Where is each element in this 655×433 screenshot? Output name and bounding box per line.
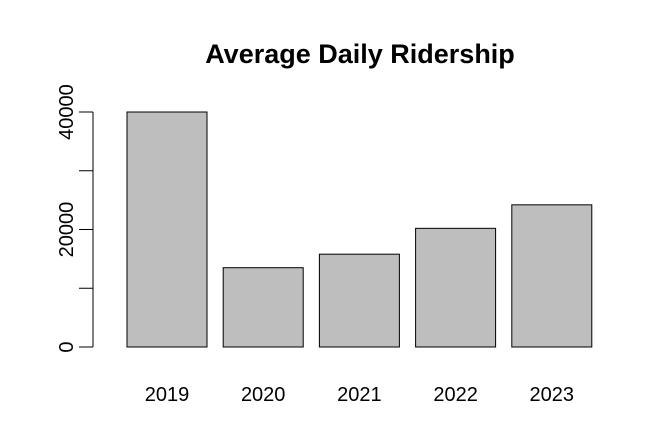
bars-group <box>126 111 593 348</box>
y-tick-label: 40000 <box>56 84 78 140</box>
x-tick-label: 2023 <box>530 384 575 406</box>
x-axis-labels: 2019 2020 2021 2022 2023 <box>145 384 574 406</box>
bar-2020 <box>222 267 304 348</box>
bar-2021 <box>318 253 400 348</box>
bar-2023 <box>511 204 593 348</box>
chart-title: Average Daily Ridership <box>205 39 515 69</box>
bar-2022 <box>415 227 497 348</box>
x-tick-label: 2022 <box>433 384 478 406</box>
y-tick-label: 20000 <box>56 202 78 258</box>
x-tick-label: 2019 <box>145 384 190 406</box>
y-tick-label: 0 <box>56 341 78 352</box>
bar-2019 <box>126 111 208 348</box>
x-tick-label: 2020 <box>241 384 286 406</box>
y-axis: 0 20000 40000 <box>56 84 94 353</box>
x-tick-label: 2021 <box>337 384 382 406</box>
